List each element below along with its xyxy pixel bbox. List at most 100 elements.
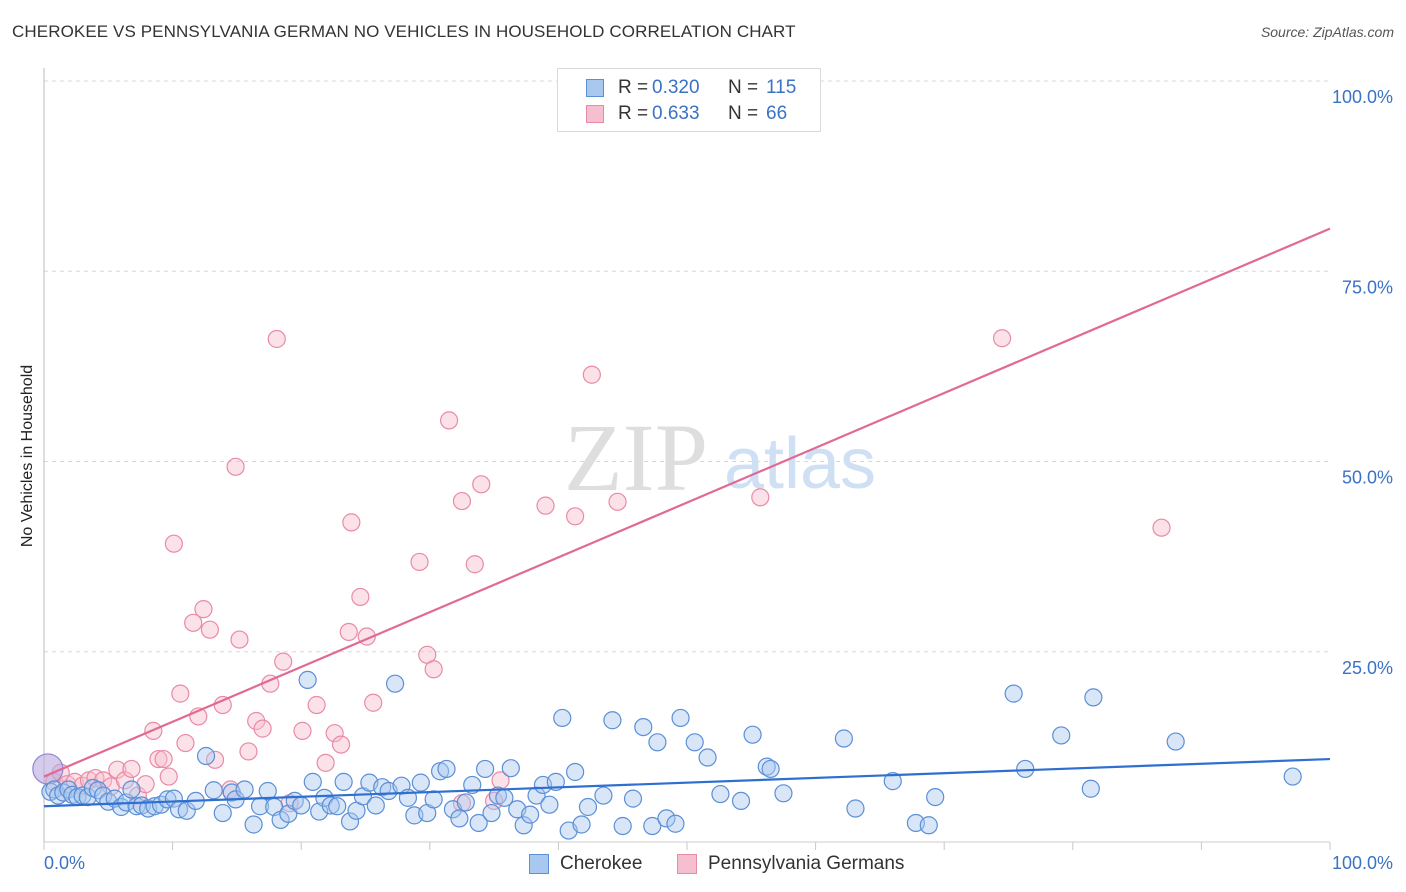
cherokee-point <box>546 772 565 791</box>
x-tick-label-min: 0.0% <box>44 853 85 873</box>
pennsylvania-german-point <box>1152 518 1171 537</box>
cherokee-point <box>603 711 622 730</box>
pennsylvania-german-point <box>247 711 266 731</box>
pennsylvania-german-point <box>230 630 249 649</box>
pennsylvania-german-point <box>115 771 135 790</box>
pennsylvania-german-point <box>171 684 190 703</box>
y-tick-label-50: 50.0% <box>1342 468 1393 488</box>
cherokee-point <box>456 793 475 812</box>
cherokee-point <box>88 781 108 800</box>
pennsylvania-german-point <box>339 622 358 642</box>
legend-r-value: 0.320 <box>652 77 700 98</box>
cherokee-point <box>919 816 938 835</box>
cherokee-point <box>514 816 533 835</box>
legend-n-label: N = <box>728 77 759 98</box>
legend-r-label: R = <box>618 103 649 124</box>
cherokee-point <box>244 815 263 834</box>
cherokee-point <box>177 801 196 820</box>
cherokee-point <box>204 781 223 800</box>
cherokee-point <box>366 796 385 815</box>
cherokee-point <box>666 814 685 833</box>
gridlines <box>44 80 1330 653</box>
cherokee-point <box>158 790 177 809</box>
legend-n-value: 115 <box>766 77 797 98</box>
cherokee-point <box>1166 732 1185 751</box>
pennsylvania-german-point <box>274 652 293 671</box>
pennsylvania-german-point <box>410 552 429 572</box>
cherokee-point <box>334 772 353 791</box>
cherokee-point <box>424 790 443 809</box>
series-legend: Cherokee Pennsylvania Germans <box>0 852 1406 878</box>
y-tick-labels: 25.0% 50.0% 75.0% 100.0% <box>1332 87 1393 678</box>
cherokee-point <box>32 753 64 785</box>
x-ticks <box>43 842 1331 850</box>
pennsylvania-german-point <box>342 513 361 532</box>
pennsylvania-german-point <box>566 507 585 526</box>
cherokee-point <box>671 708 690 728</box>
cherokee-point <box>711 784 730 804</box>
cherokee-point <box>213 803 232 823</box>
cherokee-point <box>482 803 501 823</box>
legend-row-cherokee: R = 0.320 N = 115 <box>558 75 820 101</box>
pennsylvania-german-point <box>351 587 370 607</box>
cherokee-point <box>553 708 572 728</box>
cherokee-point <box>594 786 613 805</box>
pennsylvania-german-point <box>213 695 232 715</box>
pennsylvania-german-point <box>164 534 183 553</box>
pennsylvania-german-point <box>472 475 491 494</box>
watermark-zip: ZIP <box>564 404 708 511</box>
cherokee-point <box>298 670 317 690</box>
cherokee-point <box>340 812 360 831</box>
cherokee-point <box>643 816 662 836</box>
legend-label: Cherokee <box>560 853 643 874</box>
pennsylvania-german-point <box>149 749 168 769</box>
pennsylvania-german-point <box>184 613 203 632</box>
cherokee-point <box>411 773 430 792</box>
cherokee-point <box>657 809 676 828</box>
pennsylvania-german-point <box>194 600 213 619</box>
pennsylvania-germans-swatch <box>586 105 604 123</box>
pennsylvania-german-point <box>205 750 225 769</box>
pennsylvania-german-point <box>267 329 286 349</box>
cherokee-point <box>49 786 68 805</box>
legend-r-label: R = <box>618 77 649 98</box>
cherokee-point <box>437 759 456 779</box>
cherokee-swatch <box>529 854 549 874</box>
cherokee-point <box>540 795 559 814</box>
cherokee-point <box>774 784 793 803</box>
y-tick-label-100: 100.0% <box>1332 87 1393 107</box>
legend-row-pennsylvania-germans: R = 0.633 N = 66 <box>558 101 820 127</box>
x-tick-label-max: 100.0% <box>1332 853 1393 873</box>
pennsylvania-german-point <box>176 733 195 753</box>
cherokee-point <box>385 674 405 693</box>
cherokee-point <box>743 725 762 744</box>
cherokee-point <box>475 759 495 779</box>
pennsylvania-german-trend-line <box>43 227 1331 778</box>
watermark-atlas: atlas <box>724 424 876 504</box>
pennsylvania-german-point <box>316 753 335 772</box>
pennsylvania-german-point <box>239 742 258 761</box>
legend-label: Pennsylvania Germans <box>708 853 905 874</box>
legend-r-value: 0.633 <box>652 103 700 124</box>
cherokee-swatch <box>586 79 604 97</box>
correlation-legend: R = 0.320 N = 115 R = 0.633 N = 66 <box>557 68 821 132</box>
legend-n-label: N = <box>728 103 759 124</box>
cherokee-point <box>698 748 717 767</box>
pennsylvania-german-point <box>325 724 344 743</box>
pennsylvania-german-point <box>439 411 459 430</box>
pennsylvania-german-point <box>992 329 1012 348</box>
cherokee-point <box>1081 779 1100 798</box>
pennsylvania-german-point <box>253 719 272 738</box>
pennsylvania-german-point <box>200 620 219 639</box>
cherokee-point <box>685 733 704 752</box>
pennsylvania-german-point <box>751 488 770 507</box>
cherokee-point <box>761 759 780 779</box>
cherokee-points <box>32 670 1302 840</box>
pennsylvania-german-point <box>424 660 443 679</box>
pennsylvania-german-point <box>122 759 141 779</box>
cherokee-point <box>521 805 540 824</box>
chart-title: CHEROKEE VS PENNSYLVANIA GERMAN NO VEHIC… <box>12 22 796 41</box>
y-tick-label-25: 25.0% <box>1342 658 1393 678</box>
trend-lines <box>43 227 1331 808</box>
